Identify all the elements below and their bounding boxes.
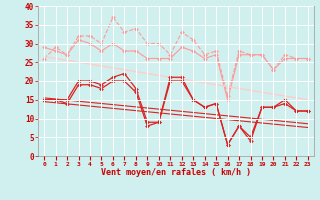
X-axis label: Vent moyen/en rafales ( km/h ): Vent moyen/en rafales ( km/h ): [101, 168, 251, 177]
